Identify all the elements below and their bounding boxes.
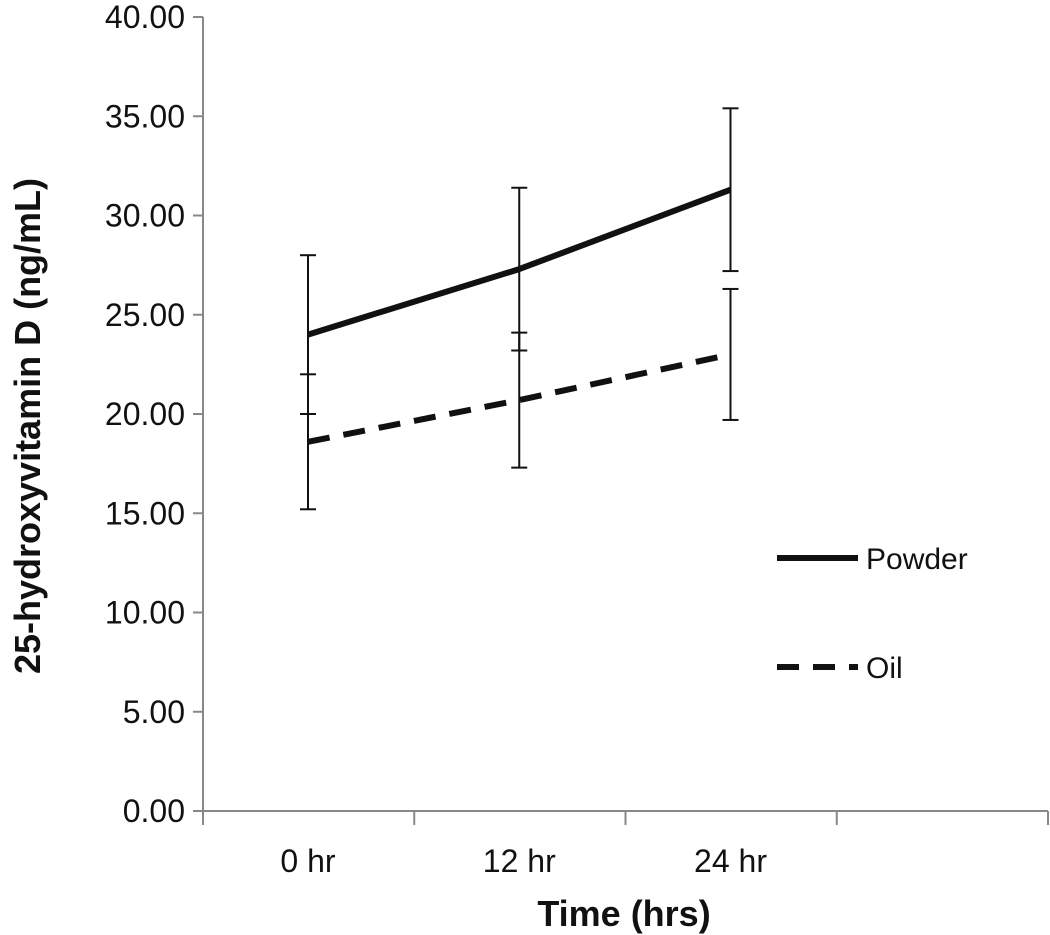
legend: Powder Oil	[777, 543, 968, 685]
y-tick-label: 15.00	[105, 495, 185, 531]
legend-label: Oil	[866, 652, 903, 685]
y-tick-label: 30.00	[105, 198, 185, 234]
y-axis-ticks: 0.00 5.00 10.00 15.00 20.00 25.00 30.00 35.00 40…	[105, 0, 203, 829]
legend-label: Powder	[866, 543, 968, 576]
x-axis-title: Time (hrs)	[537, 893, 710, 934]
y-tick-label: 5.00	[123, 694, 185, 730]
y-tick-label: 35.00	[105, 98, 185, 134]
y-axis-title: 25-hydroxyvitamin D (ng/mL)	[7, 178, 48, 674]
y-tick-label: 10.00	[105, 595, 185, 631]
x-tick-label: 0 hr	[280, 843, 335, 879]
x-tick-label: 12 hr	[483, 843, 556, 879]
x-tick-label: 24 hr	[694, 843, 767, 879]
series-powder	[300, 107, 739, 415]
y-tick-label: 20.00	[105, 396, 185, 432]
y-tick-label: 0.00	[123, 793, 185, 829]
x-axis-ticks: 0 hr 12 hr 24 hr	[202, 811, 1049, 879]
y-tick-label: 25.00	[105, 297, 185, 333]
series-line	[307, 186, 732, 338]
series-layer	[300, 107, 739, 511]
y-tick-label: 40.00	[105, 0, 185, 35]
series-oil	[300, 287, 739, 511]
axes	[202, 17, 1048, 812]
